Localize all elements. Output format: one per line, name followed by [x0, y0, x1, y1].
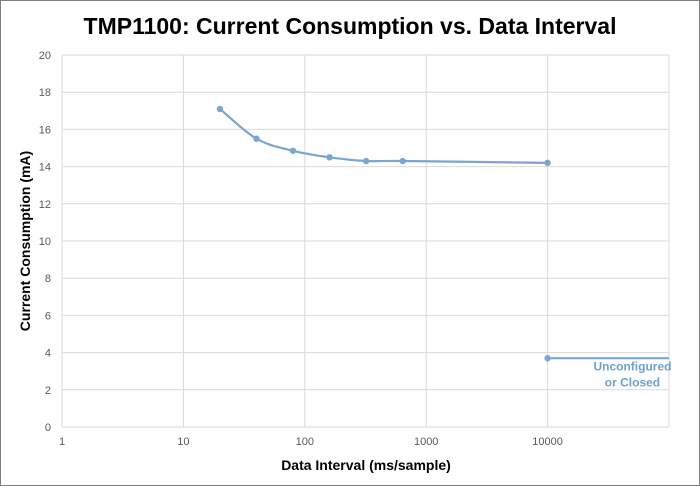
series-configured-point [362, 157, 370, 165]
y-tick-label: 20 [39, 50, 51, 62]
series-layer [216, 105, 669, 362]
series-configured-point [544, 159, 551, 167]
y-tick-label: 10 [39, 236, 51, 248]
y-tick-label: 12 [39, 199, 51, 211]
x-tick-label: 1 [59, 436, 65, 448]
series-configured-point [289, 147, 297, 154]
series-unconfigured-point [544, 354, 551, 362]
y-tick-label: 18 [39, 87, 51, 99]
x-tick-label: 10 [177, 436, 189, 448]
series-configured-point [399, 157, 406, 165]
series-configured-point [216, 105, 224, 113]
y-tick-label: 14 [39, 162, 51, 174]
chart-title: TMP1100: Current Consumption vs. Data In… [84, 13, 617, 39]
annotation-line1: Unconfigured [593, 360, 671, 374]
series-configured-point [253, 135, 260, 142]
y-tick-label: 4 [45, 348, 51, 360]
y-tick-label: 0 [45, 422, 51, 434]
x-axis-label: Data Interval (ms/sample) [281, 457, 451, 473]
y-tick-labels: 0 2 4 6 8 10 12 14 16 18 20 [39, 50, 51, 434]
x-tick-label: 1000 [414, 436, 438, 448]
grid [61, 54, 670, 428]
y-tick-label: 8 [45, 273, 51, 285]
annotation-layer: Unconfigured or Closed [593, 360, 671, 390]
y-tick-label: 2 [45, 385, 51, 397]
series-configured-trendline [218, 107, 549, 164]
x-tick-label: 10000 [532, 436, 563, 448]
y-axis-label: Current Consumption (mA) [17, 151, 33, 331]
y-tick-label: 6 [45, 310, 51, 322]
y-tick-label: 16 [39, 124, 51, 136]
series-configured-point [326, 154, 333, 161]
annotation-line2: or Closed [605, 376, 660, 390]
x-tick-label: 100 [296, 436, 314, 448]
x-tick-labels: 1 10 100 1000 10000 [59, 436, 563, 448]
